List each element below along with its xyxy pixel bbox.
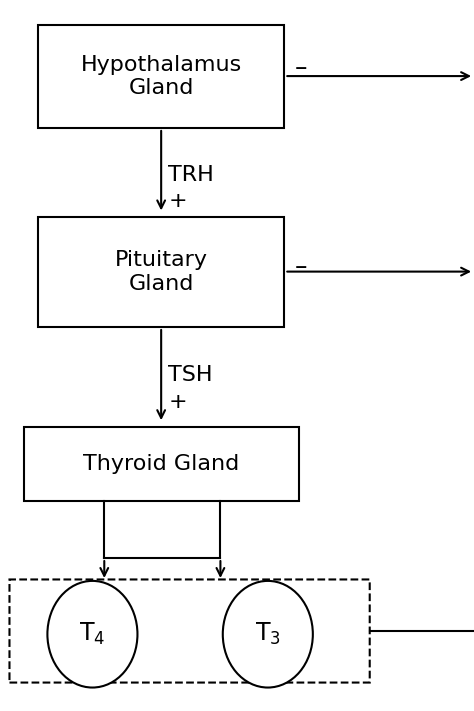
Text: +: + [168,392,187,412]
Text: TSH: TSH [168,365,213,385]
FancyBboxPatch shape [38,25,284,128]
FancyBboxPatch shape [38,217,284,327]
Text: T$_4$: T$_4$ [79,621,106,647]
Ellipse shape [47,581,137,688]
Text: T$_3$: T$_3$ [255,621,281,647]
Text: +: + [168,191,187,210]
Text: Hypothalamus
Gland: Hypothalamus Gland [81,55,242,98]
Text: –: – [295,255,307,279]
Text: –: – [295,55,307,80]
FancyBboxPatch shape [24,427,299,501]
Ellipse shape [223,581,313,688]
Text: Thyroid Gland: Thyroid Gland [83,454,239,474]
Text: TRH: TRH [168,165,214,185]
Text: Pituitary
Gland: Pituitary Gland [115,250,208,294]
FancyBboxPatch shape [9,579,370,683]
